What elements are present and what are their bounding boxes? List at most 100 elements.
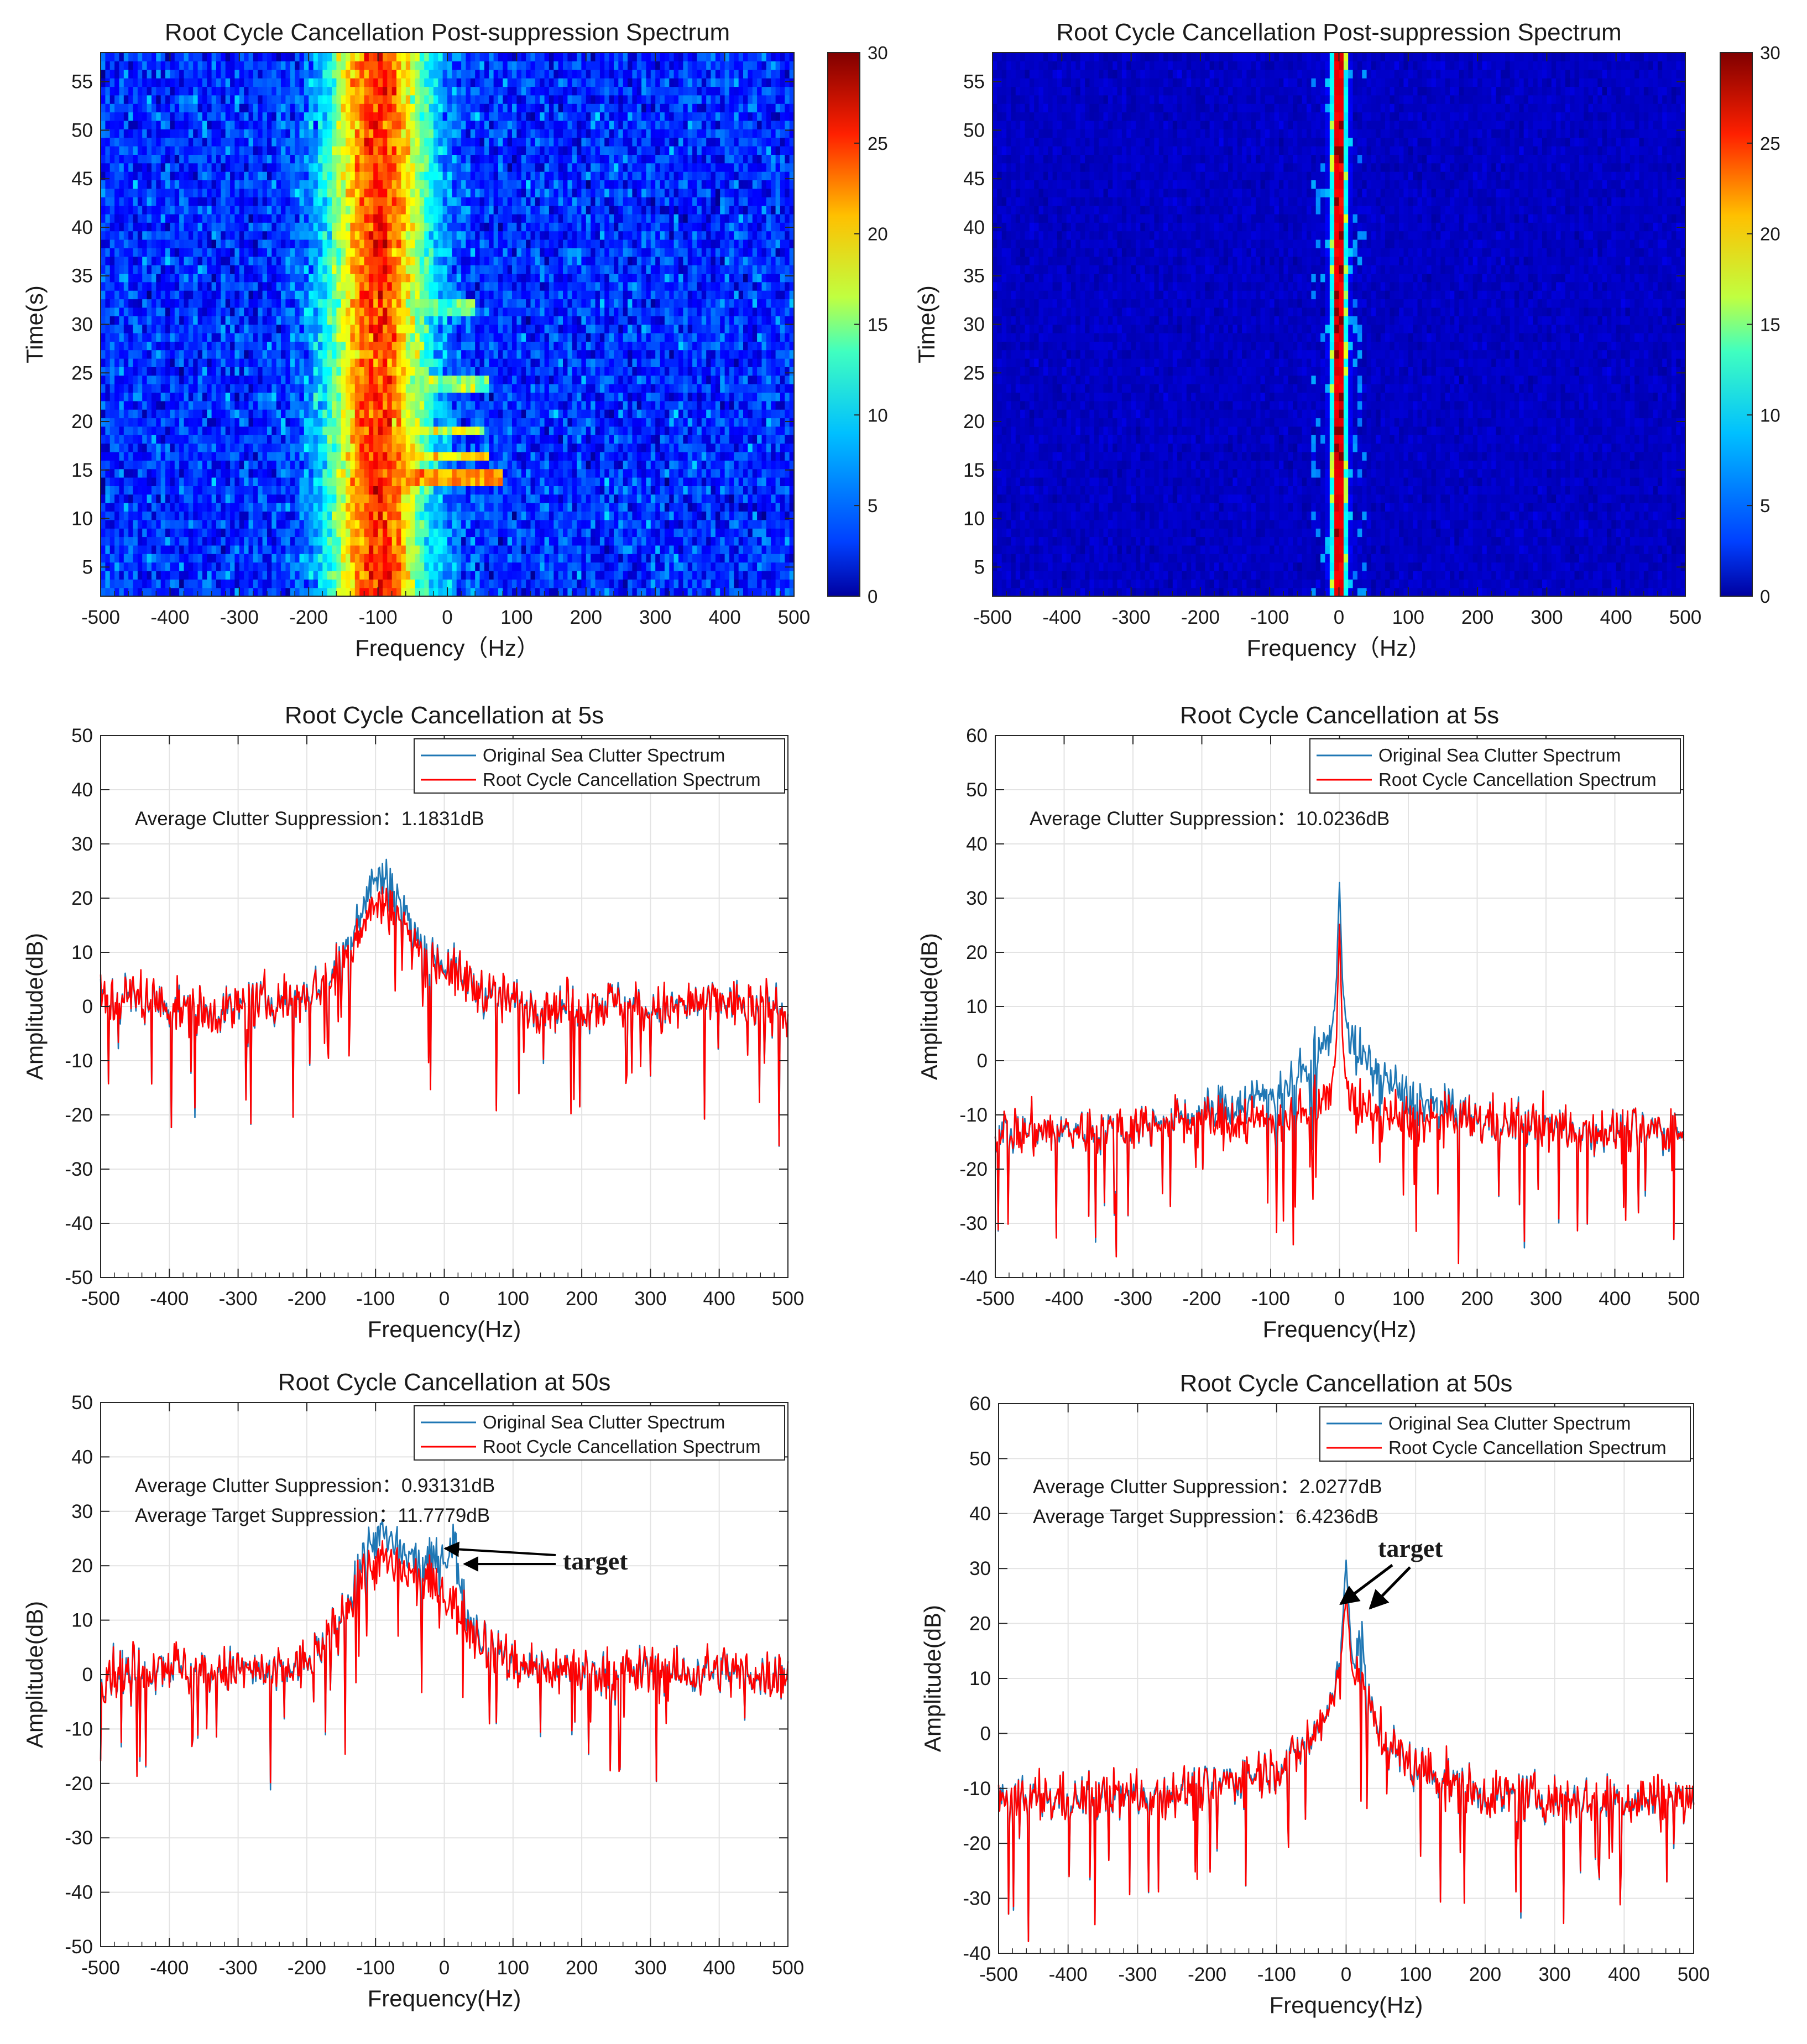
- y-tick-label: 10: [71, 508, 93, 530]
- legend-label: Original Sea Clutter Spectrum: [1378, 745, 1621, 765]
- x-tick-label: 200: [1469, 1964, 1501, 1985]
- annotation-text: Average Clutter Suppression：1.1831dB: [135, 808, 484, 830]
- y-tick-label: -20: [65, 1104, 93, 1126]
- y-axis-label: Amplitude(dB): [22, 1601, 48, 1748]
- y-tick-label: 45: [71, 168, 93, 190]
- colorbar-tick-label: 25: [868, 133, 888, 154]
- x-axis-label: Frequency（Hz）: [355, 635, 540, 661]
- colorbar-tick-label: 25: [1760, 133, 1780, 154]
- y-tick-label: 30: [71, 1501, 93, 1522]
- chart-line-50s-left: -500 -400 -300 -200 -100 0 100 200 300 400 500-50-…: [22, 1369, 804, 2011]
- x-tick-label: -500: [81, 607, 120, 628]
- y-tick-label: 25: [963, 362, 985, 384]
- y-tick-label: 40: [71, 1446, 93, 1468]
- y-tick-label: 0: [82, 996, 93, 1018]
- y-tick-label: 10: [963, 508, 985, 530]
- x-tick-label: 200: [1461, 1288, 1493, 1310]
- annotation-text: Average Clutter Suppression：0.93131dB: [135, 1475, 495, 1496]
- target-arrow: [1369, 1566, 1411, 1610]
- y-tick-label: 60: [966, 725, 988, 747]
- x-tick-label: 300: [1538, 1964, 1570, 1985]
- y-tick-label: -10: [65, 1718, 93, 1740]
- colorbar: 0 5 10 15 20 25 30: [1720, 43, 1780, 607]
- y-tick-label: -50: [65, 1267, 93, 1289]
- x-tick-label: -500: [979, 1964, 1018, 1985]
- y-tick-label: 15: [71, 460, 93, 481]
- y-tick-label: 30: [969, 1558, 991, 1579]
- colorbar-tick-label: 15: [868, 315, 888, 335]
- colorbar-tick-label: 0: [1760, 586, 1770, 607]
- chart-title: Root Cycle Cancellation at 50s: [278, 1369, 611, 1396]
- colorbar: 0 5 10 15 20 25 30: [827, 43, 888, 607]
- x-tick-label: 300: [1531, 607, 1563, 628]
- colorbar-tick-label: 15: [1760, 315, 1780, 335]
- y-tick-label: 40: [71, 217, 93, 238]
- annotation-text: Average Clutter Suppression：10.0236dB: [1030, 808, 1390, 830]
- y-tick-label: 20: [966, 942, 988, 963]
- y-tick-label: -20: [65, 1773, 93, 1795]
- x-tick-label: 0: [1341, 1964, 1351, 1985]
- y-axis-label: Amplitude(dB): [920, 1605, 946, 1752]
- target-label: target: [1378, 1534, 1443, 1562]
- y-tick-label: 5: [974, 556, 985, 578]
- chart-title: Root Cycle Cancellation at 50s: [1180, 1370, 1513, 1397]
- y-tick-label: 5: [82, 556, 93, 578]
- y-tick-label: -10: [963, 1778, 991, 1800]
- y-axis-label: Time(s): [22, 285, 48, 363]
- x-tick-label: -100: [359, 607, 398, 628]
- x-tick-label: -100: [1251, 1288, 1290, 1310]
- x-tick-label: 300: [634, 1288, 666, 1310]
- colorbar-tick-label: 0: [868, 586, 878, 607]
- colorbar-tick-label: 30: [1760, 43, 1780, 63]
- chart-heatmap-right: -500 -400 -300 -200 -100 0 100 200 300 400 5005101…: [913, 19, 1780, 661]
- colorbar-tick-label: 20: [1760, 224, 1780, 244]
- x-tick-label: 200: [570, 607, 602, 628]
- y-tick-label: -30: [65, 1827, 93, 1849]
- legend: Original Sea Clutter Spectrum Root Cycle …: [1309, 738, 1681, 794]
- y-tick-label: 15: [963, 460, 985, 481]
- y-tick-label: 20: [71, 1555, 93, 1577]
- y-tick-label: -40: [959, 1267, 988, 1289]
- y-tick-label: 55: [71, 71, 93, 93]
- x-axis-label: Frequency(Hz): [1263, 1316, 1417, 1342]
- x-tick-label: 400: [708, 607, 740, 628]
- annotation-text: Average Target Suppression：11.7779dB: [135, 1505, 490, 1526]
- x-tick-label: -400: [150, 1957, 189, 1979]
- y-tick-label: -20: [963, 1833, 991, 1854]
- x-tick-label: 500: [1669, 607, 1701, 628]
- chart-title: Root Cycle Cancellation Post-suppression…: [1056, 19, 1621, 46]
- y-tick-label: 30: [71, 314, 93, 336]
- x-tick-label: 0: [1334, 1288, 1345, 1310]
- y-tick-label: 0: [977, 1050, 988, 1072]
- x-tick-label: -400: [1049, 1964, 1088, 1985]
- y-tick-label: -40: [65, 1882, 93, 1904]
- series-line-cancelled: [994, 924, 1685, 1265]
- x-tick-label: -300: [220, 607, 259, 628]
- x-tick-label: 100: [1392, 607, 1424, 628]
- y-tick-label: 0: [980, 1723, 991, 1744]
- legend: Original Sea Clutter Spectrum Root Cycle …: [414, 738, 785, 794]
- x-tick-label: 400: [703, 1288, 735, 1310]
- chart-line-5s-right: -500 -400 -300 -200 -100 0 100 200 300 400 500-40-…: [916, 702, 1700, 1342]
- x-tick-label: 300: [634, 1957, 666, 1979]
- y-tick-label: -40: [963, 1943, 991, 1964]
- x-axis-label: Frequency(Hz): [1270, 1992, 1423, 2018]
- x-tick-label: 0: [1334, 607, 1344, 628]
- target-label: target: [563, 1547, 628, 1575]
- x-axis-label: Frequency(Hz): [368, 1316, 521, 1342]
- y-tick-label: 25: [71, 362, 93, 384]
- x-tick-label: 0: [439, 1957, 450, 1979]
- y-tick-label: 55: [963, 71, 985, 93]
- y-tick-label: 40: [969, 1503, 991, 1525]
- colorbar-tick-label: 20: [868, 224, 888, 244]
- x-tick-label: 300: [1530, 1288, 1562, 1310]
- y-tick-label: -30: [963, 1888, 991, 1910]
- y-tick-label: 10: [71, 1610, 93, 1631]
- x-tick-label: -300: [1118, 1964, 1157, 1985]
- legend-label: Original Sea Clutter Spectrum: [483, 745, 725, 765]
- y-axis-label: Amplitude(dB): [22, 933, 48, 1080]
- y-tick-label: 50: [966, 779, 988, 801]
- legend-label: Root Cycle Cancellation Spectrum: [483, 1436, 761, 1457]
- y-tick-label: 40: [71, 779, 93, 801]
